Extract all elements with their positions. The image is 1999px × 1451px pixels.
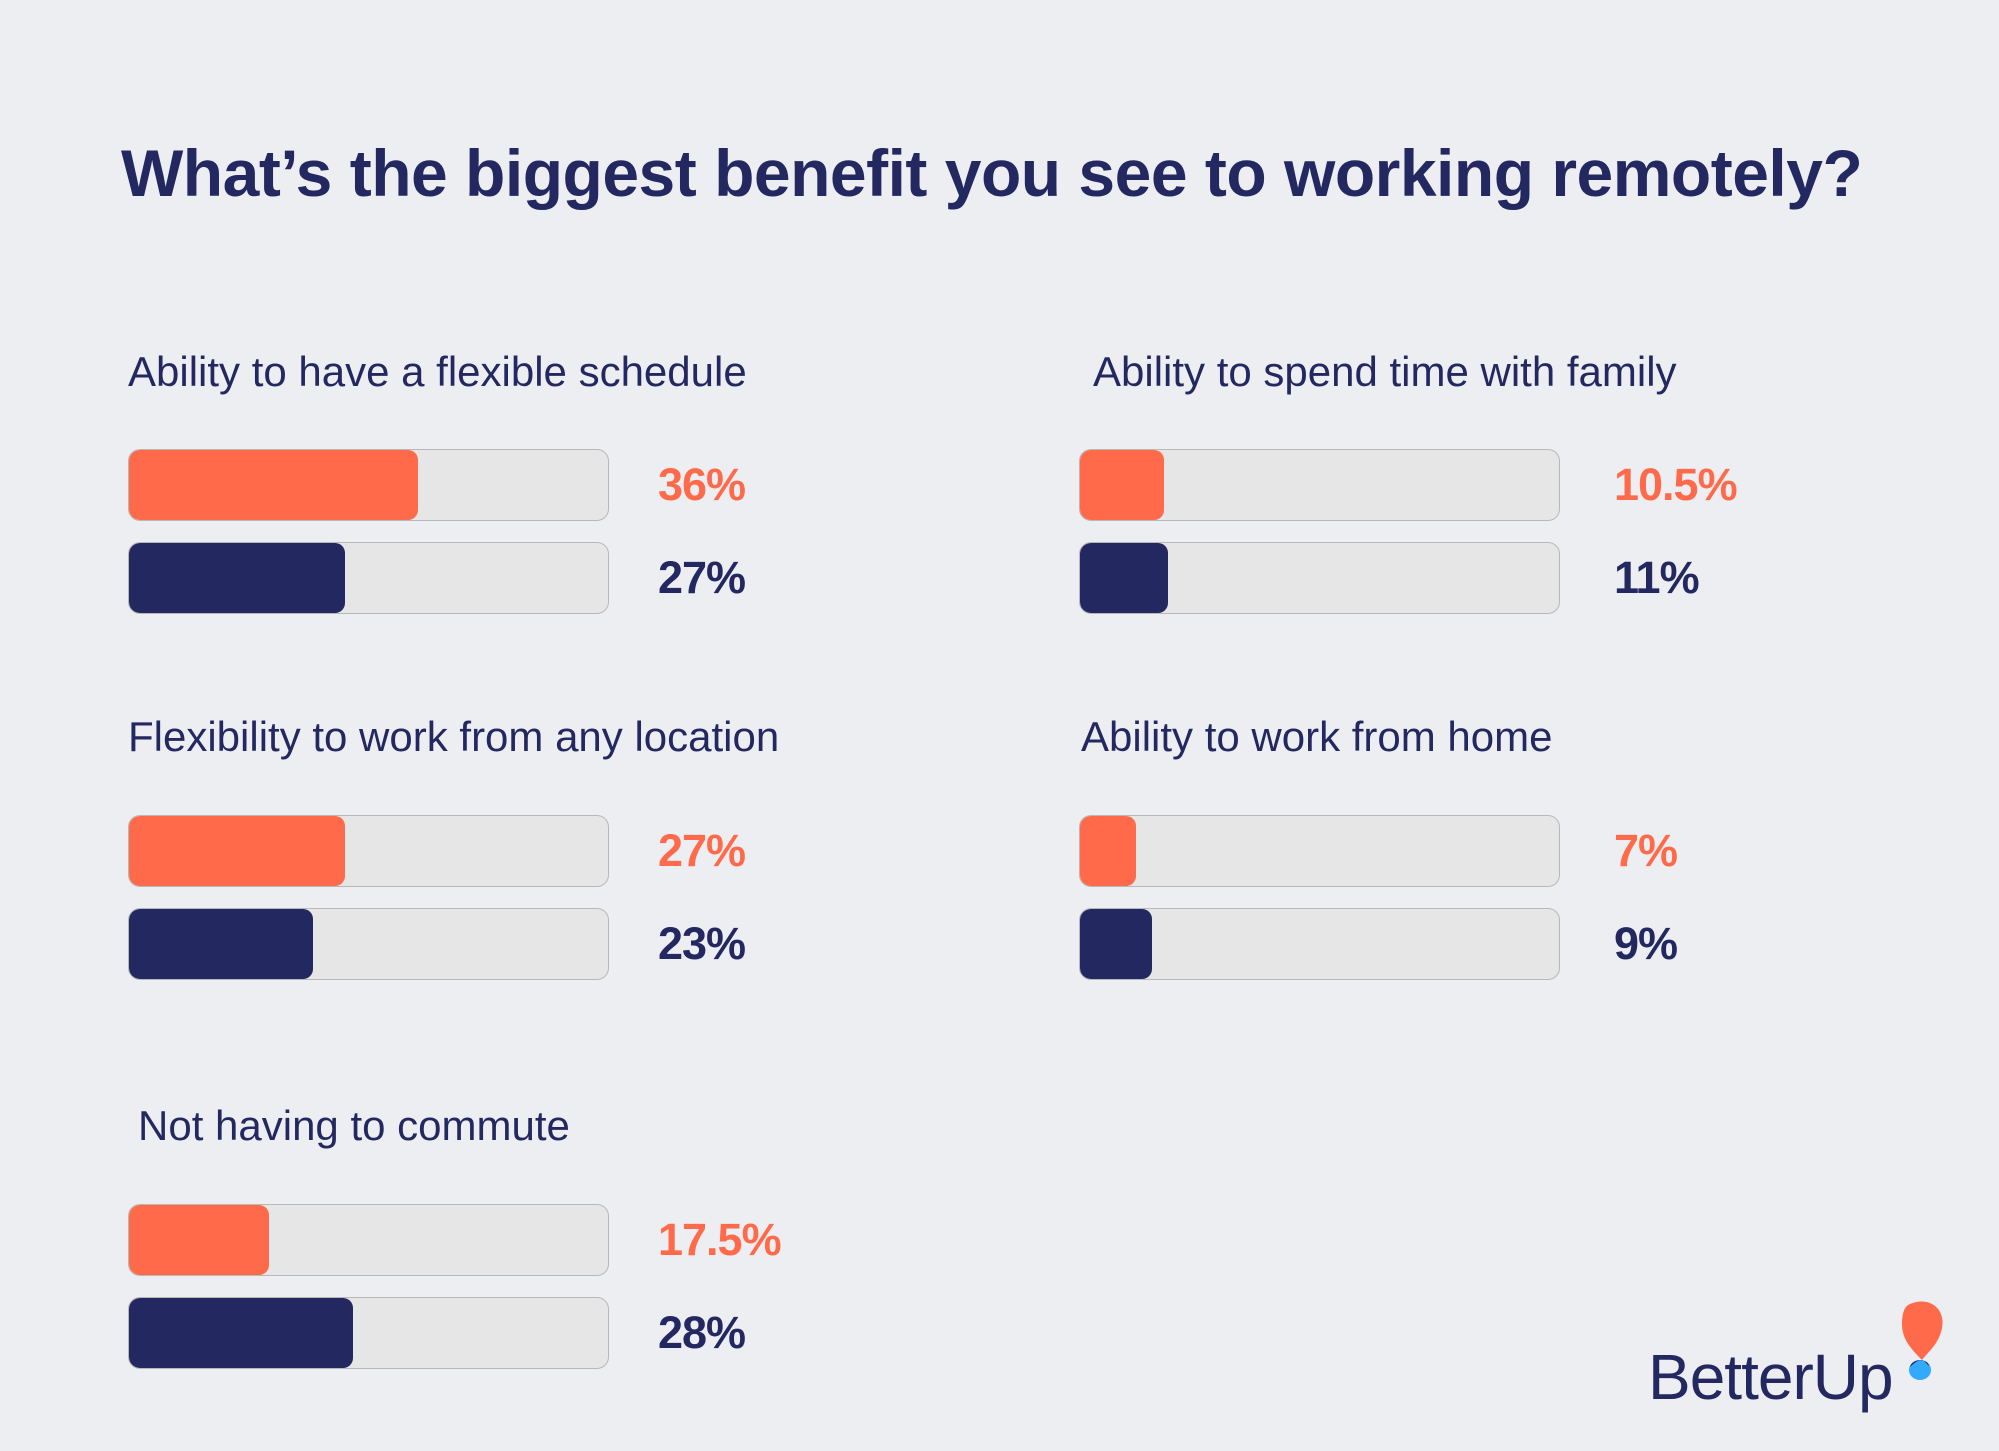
chart-title: What’s the biggest benefit you see to wo… bbox=[121, 136, 1863, 210]
bar-track bbox=[128, 908, 609, 980]
value-label: 11% bbox=[1614, 552, 1700, 603]
bar-track bbox=[1079, 449, 1560, 521]
bar-navy bbox=[129, 543, 346, 613]
bar-navy bbox=[129, 909, 314, 979]
bar-navy bbox=[1080, 909, 1153, 979]
bar-orange bbox=[129, 450, 418, 520]
group-label: Ability to work from home bbox=[1081, 713, 1553, 760]
value-label: 36% bbox=[658, 459, 746, 510]
bar-orange bbox=[1080, 450, 1165, 520]
bar-track bbox=[1079, 542, 1560, 614]
group-label: Flexibility to work from any location bbox=[128, 713, 780, 760]
bar-orange bbox=[129, 816, 346, 886]
group-label: Ability to have a flexible schedule bbox=[128, 348, 747, 395]
bar-track bbox=[128, 542, 609, 614]
value-label: 7% bbox=[1614, 825, 1678, 876]
bar-orange bbox=[129, 1205, 270, 1275]
group-label: Not having to commute bbox=[138, 1102, 570, 1149]
bar-track bbox=[128, 1297, 609, 1369]
value-label: 28% bbox=[658, 1307, 746, 1358]
bar-track bbox=[1079, 815, 1560, 887]
bar-track bbox=[128, 1204, 609, 1276]
value-label: 9% bbox=[1614, 918, 1678, 969]
bar-navy bbox=[129, 1298, 354, 1368]
value-label: 27% bbox=[658, 552, 746, 603]
bar-track bbox=[1079, 908, 1560, 980]
logo-text: BetterUp bbox=[1648, 1341, 1894, 1413]
value-label: 10.5% bbox=[1614, 459, 1738, 510]
betterup-logo: BetterUp bbox=[1648, 1301, 1943, 1414]
bar-orange bbox=[1080, 816, 1137, 886]
value-label: 27% bbox=[658, 825, 746, 876]
group-label: Ability to spend time with family bbox=[1093, 348, 1677, 395]
bar-track bbox=[128, 815, 609, 887]
value-label: 23% bbox=[658, 918, 746, 969]
logo-mark-icon bbox=[1902, 1301, 1943, 1380]
bar-track bbox=[128, 449, 609, 521]
bar-navy bbox=[1080, 543, 1169, 613]
value-label: 17.5% bbox=[658, 1214, 782, 1265]
